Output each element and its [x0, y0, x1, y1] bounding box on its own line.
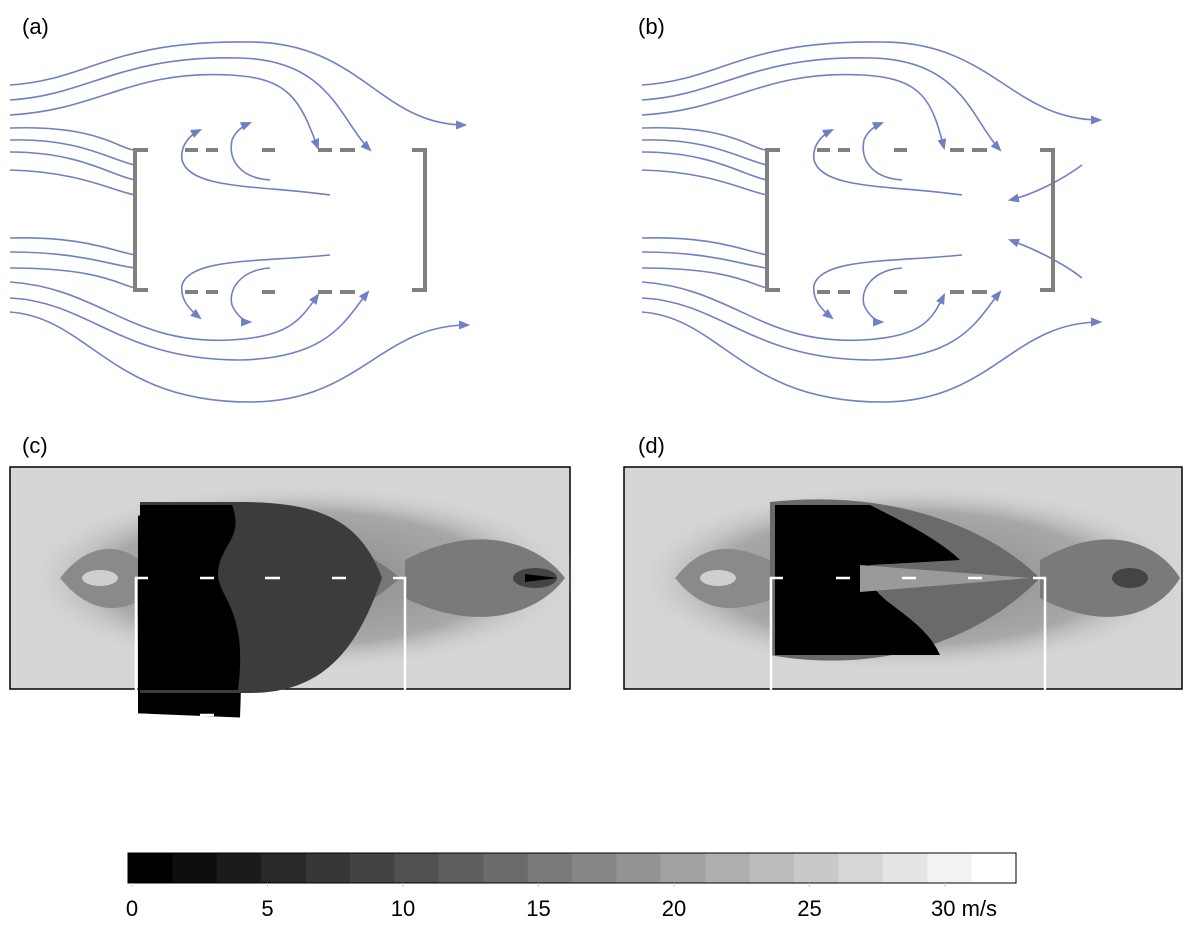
colorbar-step: [794, 853, 839, 883]
tick-label: 20: [662, 896, 686, 921]
colorbar-step: [261, 853, 306, 883]
colorbar: 0 5 10 15 20 25 30 m/s: [126, 853, 1017, 921]
tick-label: 0: [126, 896, 138, 921]
tick-label: 30 m/s: [931, 896, 997, 921]
contour-plot: [10, 467, 580, 717]
streamline-diagram: [10, 42, 468, 402]
colorbar-step: [927, 853, 972, 883]
colorbar-step: [616, 853, 661, 883]
colorbar-step: [883, 853, 928, 883]
tick-label: 25: [797, 896, 821, 921]
tick-label: 5: [261, 896, 273, 921]
colorbar-step: [350, 853, 395, 883]
panel-label: (c): [22, 433, 48, 458]
colorbar-step: [394, 853, 439, 883]
colorbar-step: [972, 853, 1017, 883]
colorbar-step: [439, 853, 484, 883]
colorbar-step: [172, 853, 217, 883]
colorbar-step: [838, 853, 883, 883]
colorbar-step: [750, 853, 795, 883]
colorbar-step: [217, 853, 262, 883]
colorbar-step: [306, 853, 351, 883]
colorbar-step: [705, 853, 750, 883]
panel-label: (b): [638, 14, 665, 39]
panel-label: (d): [638, 433, 665, 458]
colorbar-step: [128, 853, 173, 883]
colorbar-step: [572, 853, 617, 883]
tick-label: 15: [526, 896, 550, 921]
tick-label: 10: [391, 896, 415, 921]
streamline-diagram: [642, 42, 1100, 402]
panel-label: (a): [22, 14, 49, 39]
figure: (a) (b) (c) (d): [0, 0, 1184, 924]
colorbar-step: [528, 853, 573, 883]
contour-plot: [624, 467, 1184, 715]
colorbar-step: [483, 853, 528, 883]
colorbar-step: [661, 853, 706, 883]
